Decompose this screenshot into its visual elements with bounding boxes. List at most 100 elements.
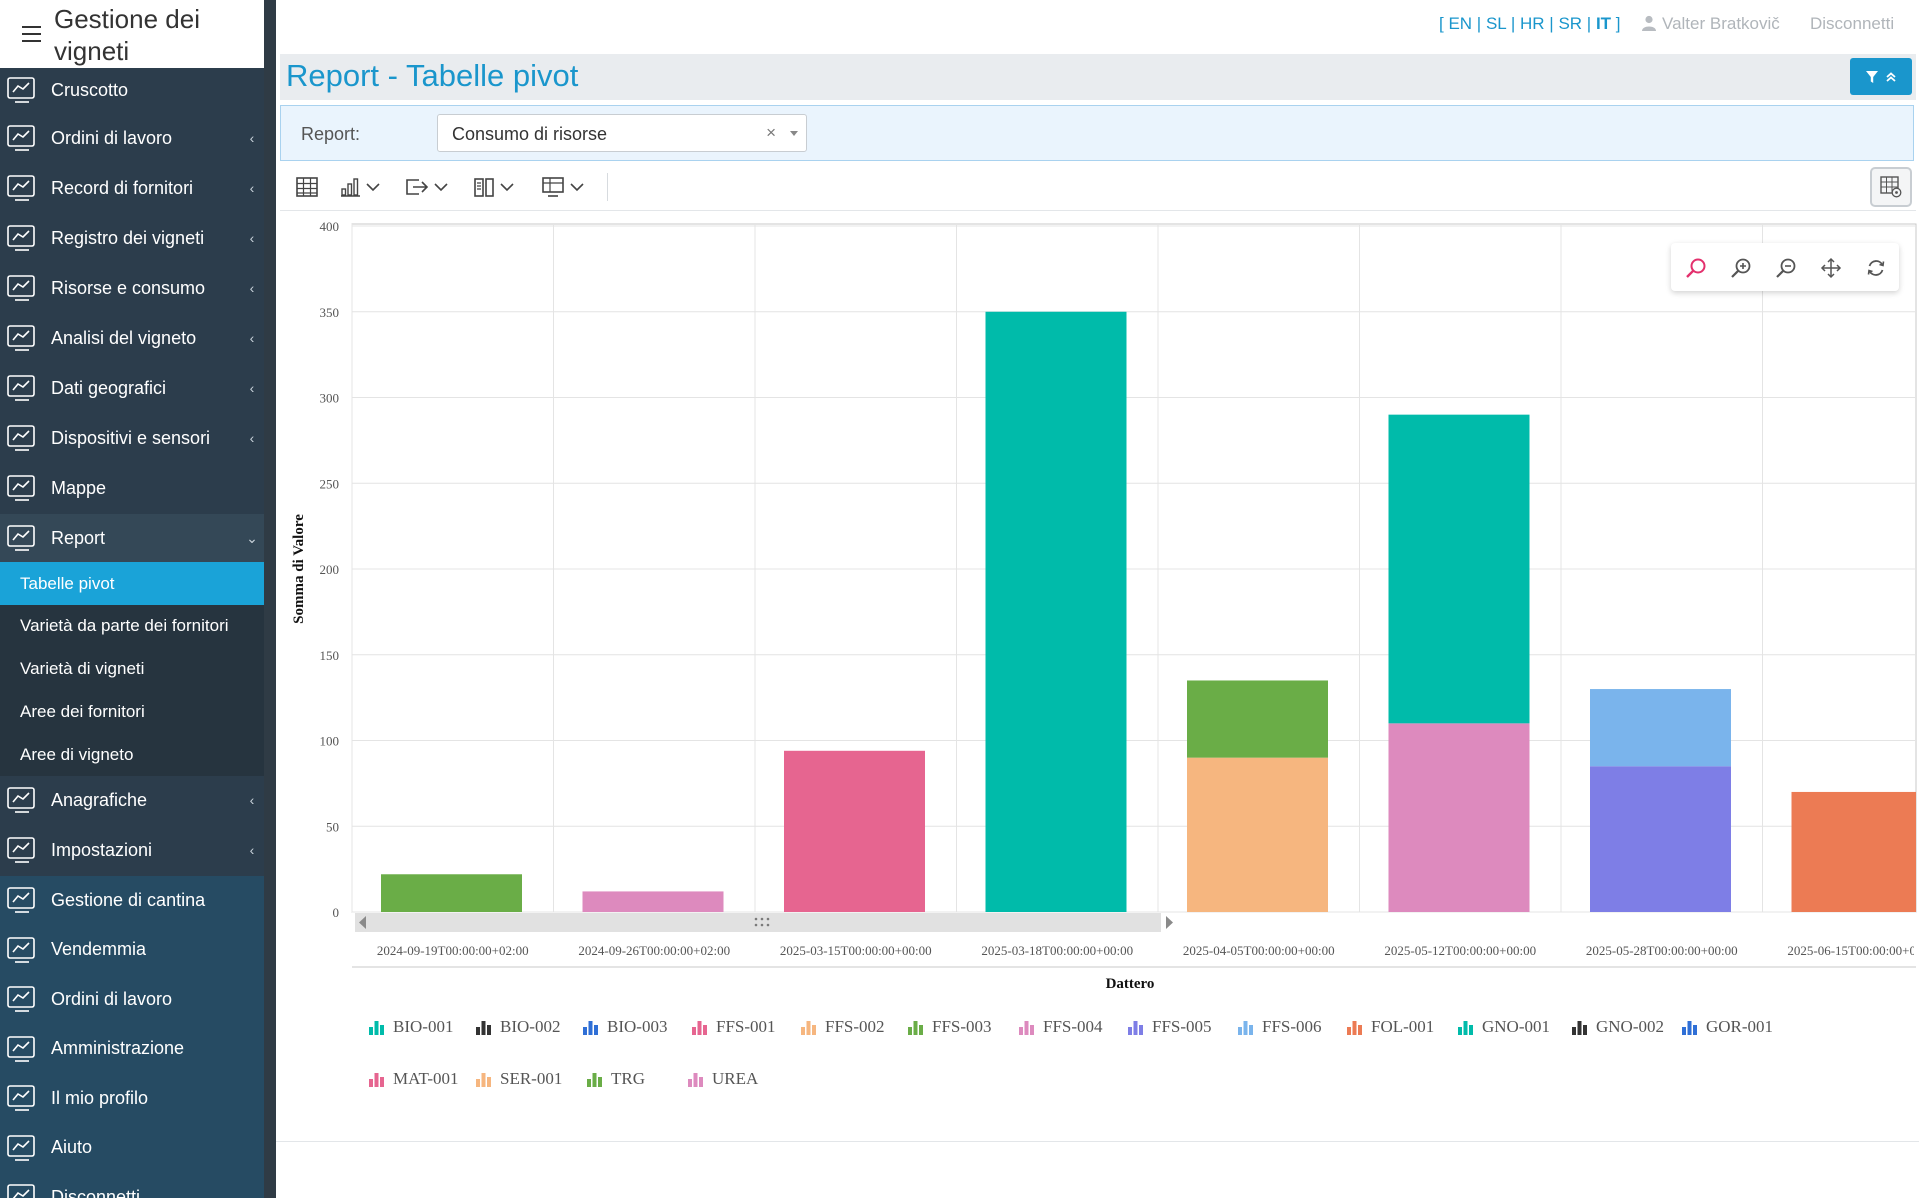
language-link-sl[interactable]: SL — [1485, 14, 1507, 33]
grid-settings-button[interactable] — [1870, 167, 1912, 207]
legend-item[interactable]: GNO-002 — [1572, 1014, 1664, 1040]
scroll-left-icon[interactable] — [359, 916, 366, 929]
layout-icon — [542, 177, 564, 197]
scroll-right-icon[interactable] — [1166, 916, 1173, 929]
legend-label: FOL-001 — [1371, 1017, 1435, 1036]
chart-type-dropdown[interactable] — [339, 173, 380, 201]
language-link-en[interactable]: EN — [1448, 14, 1473, 33]
legend-item[interactable]: FFS-003 — [908, 1014, 992, 1040]
fields-dropdown[interactable] — [473, 173, 514, 201]
report-submenu-item[interactable]: Varietà da parte dei fornitori — [20, 615, 229, 635]
legend-item[interactable]: GOR-001 — [1682, 1014, 1773, 1040]
chart-bar-segment[interactable] — [1590, 689, 1731, 767]
chart-bar-segment[interactable] — [1187, 757, 1328, 912]
scrollbar-thumb[interactable] — [355, 913, 1161, 932]
chart-bar-segment[interactable] — [1388, 723, 1530, 912]
chart-horizontal-scrollbar[interactable] — [355, 913, 1173, 932]
legend-item[interactable]: FOL-001 — [1347, 1014, 1434, 1040]
chart-bar-segment[interactable] — [1791, 791, 1917, 912]
legend-item[interactable]: FFS-005 — [1128, 1014, 1212, 1040]
legend-bar-icon — [587, 1072, 602, 1087]
zoom-out-button[interactable] — [1773, 255, 1799, 281]
sidebar-item-disconnetti[interactable]: Disconnetti — [0, 1173, 264, 1198]
sidebar-item-aiuto[interactable]: Aiuto — [0, 1124, 264, 1172]
sidebar-item-anagrafiche[interactable]: Anagrafiche ‹ — [0, 776, 264, 824]
chart-bar-segment[interactable] — [582, 891, 724, 912]
sidebar-item-label: Record di fornitori — [51, 177, 194, 198]
work-orders-icon — [4, 982, 40, 1016]
logout-link[interactable]: Disconnetti — [1810, 14, 1895, 33]
legend-item[interactable]: FFS-001 — [692, 1014, 776, 1040]
sidebar-item-record-di-fornitori[interactable]: Record di fornitori ‹ — [0, 164, 264, 212]
sidebar-item-mappe[interactable]: Mappe — [0, 464, 264, 512]
toggle-filter-button[interactable] — [1850, 58, 1912, 95]
legend-item[interactable]: BIO-001 — [369, 1014, 453, 1040]
user-info: Valter Bratkovič — [1642, 14, 1780, 34]
sidebar-item-amministrazione[interactable]: Amministrazione — [0, 1025, 264, 1073]
sidebar-item-label: Mappe — [51, 477, 107, 498]
sidebar-item-gestione-di-cantina[interactable]: Gestione di cantina — [0, 876, 264, 924]
sidebar-item-ordini-di-lavoro[interactable]: Ordini di lavoro ‹ — [0, 114, 264, 162]
language-switcher: [ EN | SL | HR | SR | IT ] — [1439, 14, 1621, 34]
legend-item[interactable]: FFS-002 — [801, 1014, 885, 1040]
report-submenu-item[interactable]: Aree di vigneto — [20, 744, 134, 764]
legend-label: TRG — [611, 1069, 645, 1088]
legend-item[interactable]: FFS-004 — [1019, 1014, 1103, 1040]
sidebar-item-impostazioni[interactable]: Impostazioni ‹ — [0, 826, 264, 874]
sidebar-item-report[interactable]: Report ⌄ — [0, 514, 264, 562]
chart-bar-segment[interactable] — [1388, 414, 1530, 724]
chart-bar-segment[interactable] — [784, 750, 925, 912]
report-submenu-item[interactable]: Aree dei fornitori — [20, 701, 145, 721]
sidebar-item-il-mio-profilo[interactable]: Il mio profilo — [0, 1074, 264, 1122]
language-link-hr[interactable]: HR — [1520, 14, 1545, 33]
sidebar-item-risorse-e-consumo[interactable]: Risorse e consumo ‹ — [0, 264, 264, 312]
language-link-sr[interactable]: SR — [1558, 14, 1583, 33]
chart-bars — [381, 311, 1917, 912]
legend-item[interactable]: TRG — [587, 1066, 645, 1092]
chart-bar-segment[interactable] — [1187, 680, 1328, 758]
sidebar-item-cruscotto[interactable]: Cruscotto — [0, 66, 264, 114]
legend-item[interactable]: FFS-006 — [1238, 1014, 1322, 1040]
sidebar-item-dispositivi-e-sensori[interactable]: Dispositivi e sensori ‹ — [0, 414, 264, 462]
pan-button[interactable] — [1818, 255, 1844, 281]
legend-item[interactable]: GNO-001 — [1458, 1014, 1550, 1040]
dashboard-icon — [4, 73, 40, 107]
chart-bar-segment[interactable] — [1590, 766, 1731, 912]
clear-selection-icon[interactable]: × — [766, 123, 776, 142]
legend-item[interactable]: BIO-003 — [583, 1014, 667, 1040]
report-submenu-item[interactable]: Varietà di vigneti — [20, 658, 145, 678]
sidebar-item-ordini-di-lavoro[interactable]: Ordini di lavoro — [0, 975, 264, 1023]
y-tick-label: 400 — [320, 219, 340, 234]
legend-label: FFS-004 — [1043, 1017, 1103, 1036]
harvest-icon — [7, 936, 35, 963]
report-select[interactable]: Consumo di risorse × — [437, 114, 807, 152]
hamburger-menu-icon[interactable] — [22, 26, 41, 42]
legend-label: FFS-005 — [1152, 1017, 1212, 1036]
select-caret-icon[interactable] — [790, 131, 798, 136]
sidebar-item-dati-geografici[interactable]: Dati geografici ‹ — [0, 364, 264, 412]
legend-item[interactable]: BIO-002 — [476, 1014, 560, 1040]
sidebar-item-label: Risorse e consumo — [51, 277, 206, 298]
sidebar-item-label: Dispositivi e sensori — [51, 427, 211, 448]
legend-item[interactable]: UREA — [688, 1066, 758, 1092]
chart-bar-segment[interactable] — [381, 874, 522, 912]
scrollbar-grip-dot — [766, 917, 770, 921]
sidebar-scrollbar[interactable] — [264, 0, 276, 1198]
work-orders-icon — [7, 125, 35, 151]
table-view-button[interactable] — [296, 173, 318, 201]
layout-dropdown[interactable] — [541, 173, 584, 201]
reset-zoom-button[interactable] — [1863, 255, 1889, 281]
sidebar-item-vendemmia[interactable]: Vendemmia — [0, 926, 264, 974]
selection-zoom-button[interactable] — [1683, 255, 1709, 281]
sidebar-item-registro-dei-vigneti[interactable]: Registro dei vigneti ‹ — [0, 214, 264, 262]
chart-bar-segment[interactable] — [985, 311, 1127, 912]
report-submenu-item[interactable]: Tabelle pivot — [0, 562, 264, 605]
legend-bar-icon — [692, 1020, 707, 1035]
sidebar-item-analisi-del-vigneto[interactable]: Analisi del vigneto ‹ — [0, 314, 264, 362]
legend-item[interactable]: MAT-001 — [369, 1066, 459, 1092]
legend-label: MAT-001 — [393, 1069, 459, 1088]
zoom-in-button[interactable] — [1728, 255, 1754, 281]
export-dropdown[interactable] — [405, 173, 448, 201]
legend-item[interactable]: SER-001 — [476, 1066, 562, 1092]
language-link-it[interactable]: IT — [1595, 14, 1612, 33]
